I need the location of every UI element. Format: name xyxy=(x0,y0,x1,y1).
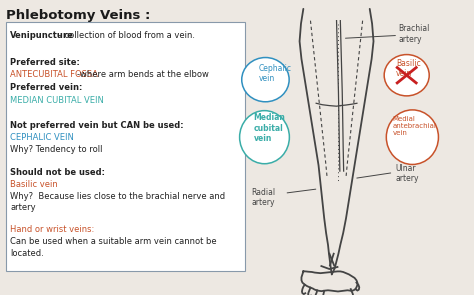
Text: Basilic
vein: Basilic vein xyxy=(396,59,420,78)
Text: Why? Tendency to roll: Why? Tendency to roll xyxy=(10,145,103,154)
Text: Medial
antebrachial
vein: Medial antebrachial vein xyxy=(392,116,437,136)
Text: Basilic vein: Basilic vein xyxy=(10,180,58,189)
Text: Preferred site:: Preferred site: xyxy=(10,58,80,67)
Text: Phlebotomy Veins :: Phlebotomy Veins : xyxy=(6,9,150,22)
Text: Brachial
artery: Brachial artery xyxy=(398,24,429,44)
Text: artery: artery xyxy=(10,203,36,212)
Text: -where arm bends at the elbow: -where arm bends at the elbow xyxy=(77,70,209,79)
Text: Preferred vein:: Preferred vein: xyxy=(10,83,83,92)
Ellipse shape xyxy=(242,58,289,102)
Text: Cephalic
vein: Cephalic vein xyxy=(258,64,292,83)
Ellipse shape xyxy=(239,111,289,164)
Text: CEPHALIC VEIN: CEPHALIC VEIN xyxy=(10,133,74,142)
Text: ANTECUBITAL FOSSA: ANTECUBITAL FOSSA xyxy=(10,70,99,79)
Text: Median
cubital
vein: Median cubital vein xyxy=(254,113,285,143)
Text: Why?  Because lies close to the brachial nerve and: Why? Because lies close to the brachial … xyxy=(10,192,226,201)
Text: Should not be used:: Should not be used: xyxy=(10,168,105,177)
Text: Radial
artery: Radial artery xyxy=(251,188,275,207)
Text: located.: located. xyxy=(10,249,44,258)
Ellipse shape xyxy=(386,110,438,164)
Text: Ulnar
artery: Ulnar artery xyxy=(396,164,419,183)
Text: – collection of blood from a vein.: – collection of blood from a vein. xyxy=(55,31,194,40)
Text: Venipuncture: Venipuncture xyxy=(10,31,74,40)
Text: Can be used when a suitable arm vein cannot be: Can be used when a suitable arm vein can… xyxy=(10,237,217,247)
Ellipse shape xyxy=(384,55,429,96)
Text: MEDIAN CUBITAL VEIN: MEDIAN CUBITAL VEIN xyxy=(10,96,104,105)
Text: Hand or wrist veins:: Hand or wrist veins: xyxy=(10,225,95,234)
FancyBboxPatch shape xyxy=(6,22,245,271)
Text: Not preferred vein but CAN be used:: Not preferred vein but CAN be used: xyxy=(10,121,184,130)
